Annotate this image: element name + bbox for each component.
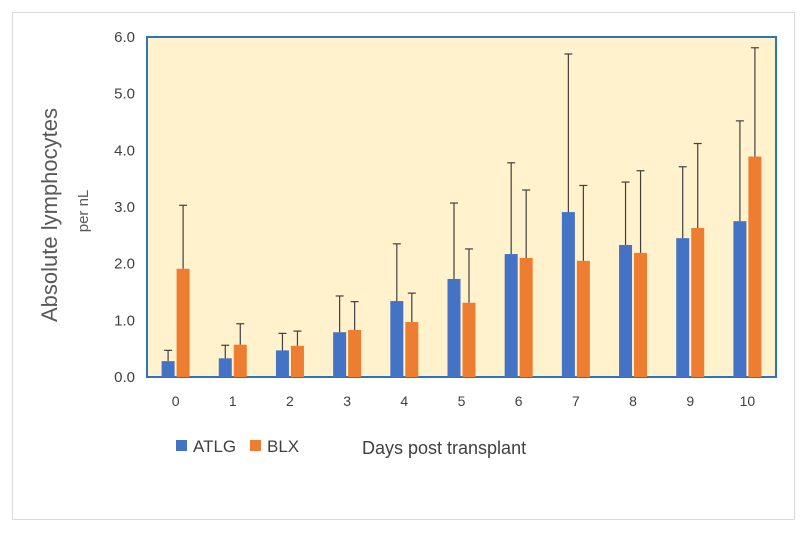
- bar-blx: [348, 329, 362, 377]
- legend-label-atlg: ATLG: [193, 437, 236, 456]
- bar-blx: [748, 156, 762, 377]
- bar-blx: [176, 268, 190, 377]
- plot-area: [146, 36, 777, 378]
- bar-blx: [233, 344, 247, 377]
- bar-blx: [634, 252, 648, 377]
- legend-swatch-blx: [250, 440, 261, 451]
- x-tick-label: 10: [740, 393, 756, 409]
- x-axis-ticks: 0 1 2 3 4 5 6 7 8 9 10: [172, 393, 756, 409]
- y-tick-label: 4.0: [114, 142, 135, 159]
- bar-blx: [576, 260, 590, 377]
- bar-atlg: [619, 244, 633, 377]
- bar-atlg: [161, 361, 175, 377]
- x-tick-label: 8: [629, 393, 637, 409]
- bar-blx: [691, 227, 705, 377]
- bar-atlg: [504, 254, 518, 377]
- legend-label-blx: BLX: [267, 437, 299, 456]
- x-tick-label: 6: [515, 393, 523, 409]
- x-tick-label: 3: [343, 393, 351, 409]
- bar-blx: [405, 322, 419, 377]
- y-tick-label: 1.0: [114, 312, 135, 329]
- y-tick-label: 2.0: [114, 256, 135, 273]
- bar-blx: [519, 258, 533, 377]
- error-bars-group: [164, 47, 759, 362]
- y-axis-ticks: 0.0 1.0 2.0 3.0 4.0 5.0 6.0: [114, 29, 135, 386]
- x-tick-label: 2: [286, 393, 294, 409]
- bar-atlg: [447, 278, 461, 377]
- x-tick-label: 9: [686, 393, 694, 409]
- bar-atlg: [218, 358, 232, 377]
- bar-atlg: [733, 221, 747, 377]
- y-tick-label: 6.0: [114, 29, 135, 46]
- y-axis-label: Absolute lymphocytes: [37, 108, 62, 322]
- bars-group: [161, 156, 762, 377]
- bar-blx: [462, 302, 476, 377]
- y-tick-label: 0.0: [114, 369, 135, 386]
- x-tick-label: 5: [458, 393, 466, 409]
- bar-blx: [290, 345, 304, 377]
- y-axis-unit-label: per nL: [75, 190, 92, 233]
- bar-atlg: [333, 332, 347, 377]
- x-tick-label: 0: [172, 393, 180, 409]
- y-tick-label: 5.0: [114, 86, 135, 103]
- bar-atlg: [390, 301, 404, 377]
- bar-atlg: [275, 350, 289, 377]
- x-axis-label: Days post transplant: [362, 438, 526, 458]
- legend-swatch-atlg: [176, 440, 187, 451]
- bar-atlg: [561, 212, 575, 377]
- x-tick-label: 4: [400, 393, 408, 409]
- bar-atlg: [676, 238, 690, 377]
- x-tick-label: 7: [572, 393, 580, 409]
- x-tick-label: 1: [229, 393, 237, 409]
- y-tick-label: 3.0: [114, 199, 135, 216]
